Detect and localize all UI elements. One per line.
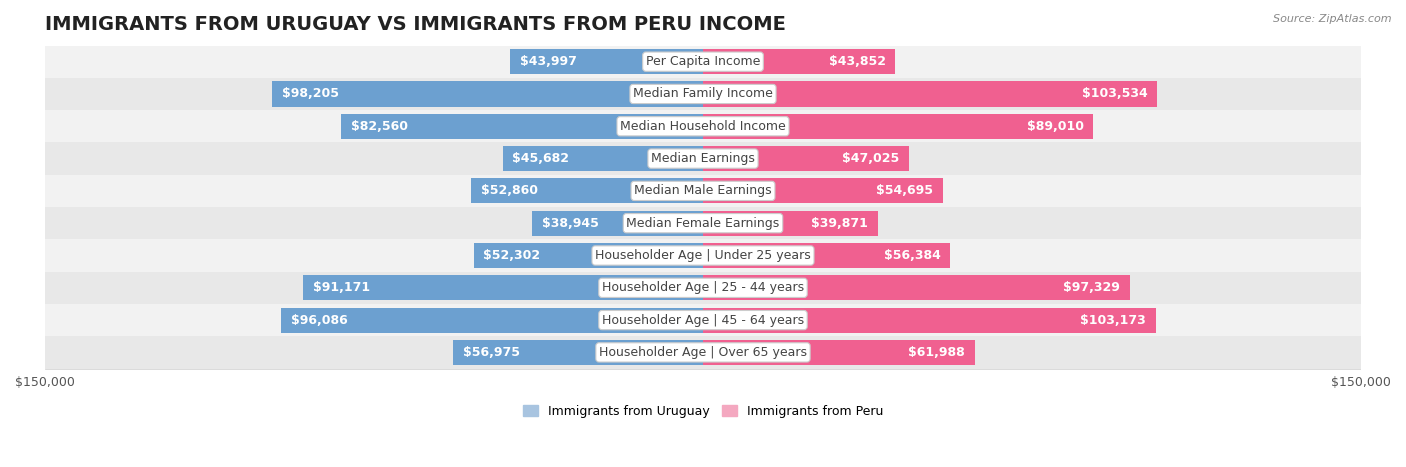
Legend: Immigrants from Uruguay, Immigrants from Peru: Immigrants from Uruguay, Immigrants from…: [517, 400, 889, 423]
Bar: [703, 211, 877, 236]
Text: $43,852: $43,852: [828, 55, 886, 68]
Text: $54,695: $54,695: [876, 184, 934, 198]
Bar: [304, 275, 703, 300]
Text: $98,205: $98,205: [283, 87, 339, 100]
Text: Median Family Income: Median Family Income: [633, 87, 773, 100]
Bar: [45, 207, 1361, 239]
Bar: [703, 81, 1157, 106]
Bar: [453, 340, 703, 365]
Bar: [510, 49, 703, 74]
Bar: [340, 113, 703, 139]
Text: $39,871: $39,871: [811, 217, 868, 230]
Text: Householder Age | Over 65 years: Householder Age | Over 65 years: [599, 346, 807, 359]
Bar: [45, 304, 1361, 336]
Text: $82,560: $82,560: [350, 120, 408, 133]
Bar: [45, 336, 1361, 368]
Bar: [474, 243, 703, 268]
Text: $52,860: $52,860: [481, 184, 538, 198]
Text: $103,173: $103,173: [1080, 314, 1146, 326]
Bar: [45, 239, 1361, 272]
Bar: [45, 78, 1361, 110]
Text: $103,534: $103,534: [1081, 87, 1147, 100]
Text: $38,945: $38,945: [543, 217, 599, 230]
Text: Householder Age | 45 - 64 years: Householder Age | 45 - 64 years: [602, 314, 804, 326]
Text: Source: ZipAtlas.com: Source: ZipAtlas.com: [1274, 14, 1392, 24]
Text: $89,010: $89,010: [1026, 120, 1084, 133]
Bar: [45, 142, 1361, 175]
Bar: [471, 178, 703, 204]
Text: Median Earnings: Median Earnings: [651, 152, 755, 165]
Text: $56,975: $56,975: [463, 346, 520, 359]
Text: Median Female Earnings: Median Female Earnings: [627, 217, 779, 230]
Bar: [531, 211, 703, 236]
Text: Householder Age | Under 25 years: Householder Age | Under 25 years: [595, 249, 811, 262]
Text: $96,086: $96,086: [291, 314, 349, 326]
Text: Per Capita Income: Per Capita Income: [645, 55, 761, 68]
Text: $61,988: $61,988: [908, 346, 965, 359]
Text: Median Household Income: Median Household Income: [620, 120, 786, 133]
Text: $43,997: $43,997: [520, 55, 576, 68]
Text: $45,682: $45,682: [512, 152, 569, 165]
Bar: [45, 175, 1361, 207]
Bar: [502, 146, 703, 171]
Text: $91,171: $91,171: [314, 281, 370, 294]
Bar: [45, 272, 1361, 304]
Bar: [703, 307, 1156, 333]
Bar: [273, 81, 703, 106]
Bar: [703, 146, 910, 171]
Bar: [703, 340, 974, 365]
Bar: [703, 178, 943, 204]
Text: $52,302: $52,302: [484, 249, 540, 262]
Bar: [703, 243, 950, 268]
Text: $47,025: $47,025: [842, 152, 900, 165]
Bar: [281, 307, 703, 333]
Text: Householder Age | 25 - 44 years: Householder Age | 25 - 44 years: [602, 281, 804, 294]
Text: $97,329: $97,329: [1063, 281, 1121, 294]
Bar: [703, 49, 896, 74]
Text: Median Male Earnings: Median Male Earnings: [634, 184, 772, 198]
Bar: [45, 45, 1361, 78]
Bar: [45, 110, 1361, 142]
Bar: [703, 275, 1130, 300]
Bar: [703, 113, 1094, 139]
Text: IMMIGRANTS FROM URUGUAY VS IMMIGRANTS FROM PERU INCOME: IMMIGRANTS FROM URUGUAY VS IMMIGRANTS FR…: [45, 15, 786, 34]
Text: $56,384: $56,384: [883, 249, 941, 262]
